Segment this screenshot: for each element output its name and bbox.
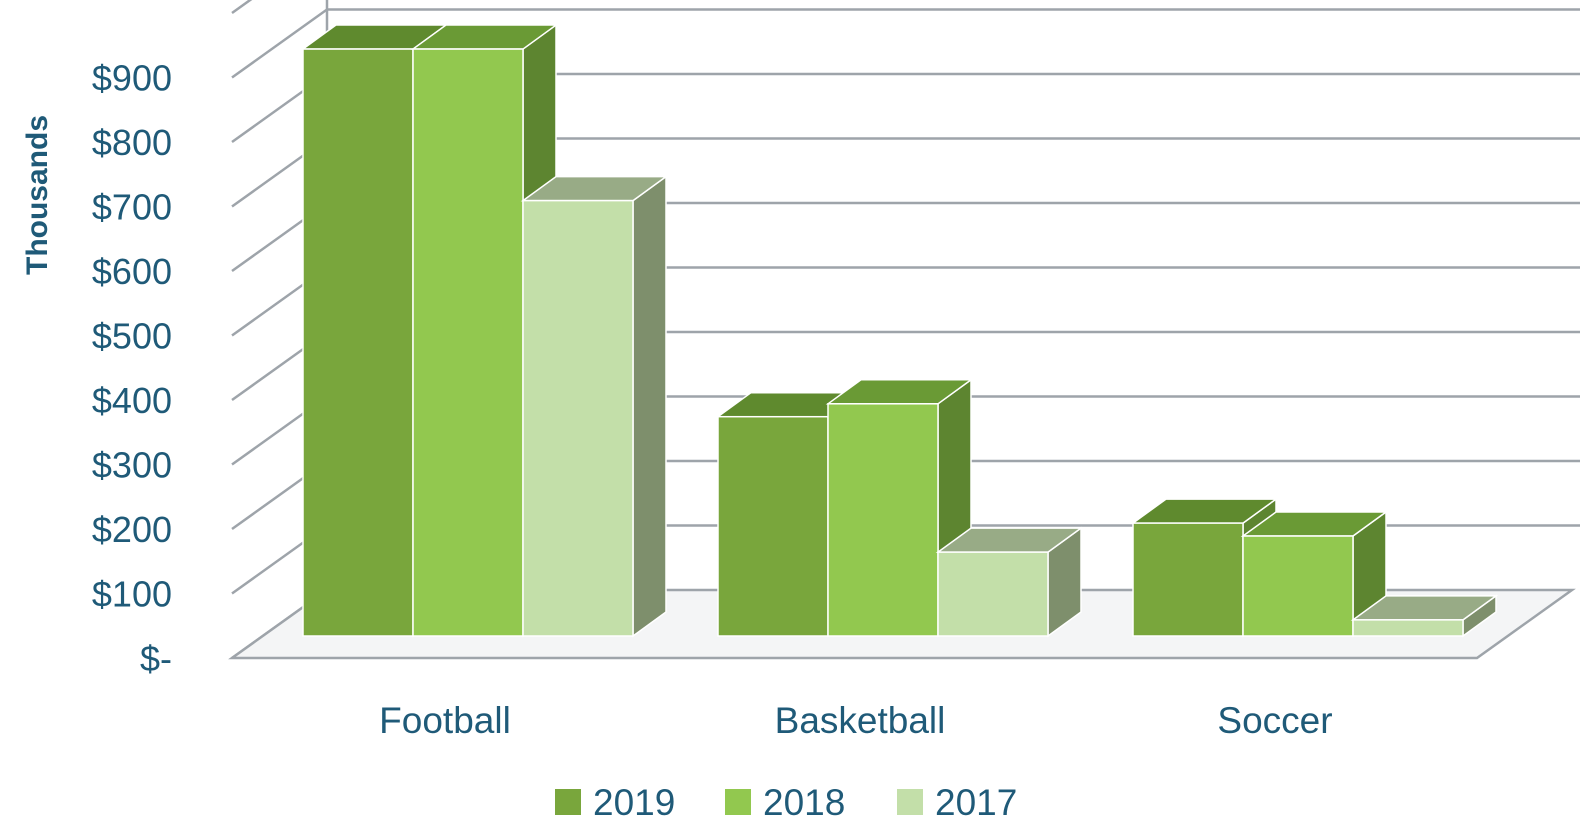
- legend-item-2018: 2018: [725, 782, 845, 823]
- y-axis-ticks: $- $100 $200 $300 $400 $500 $600 $700 $800 $900: [92, 58, 172, 680]
- y-tick-label: $600: [92, 251, 172, 292]
- legend-label: 2018: [763, 782, 845, 823]
- y-tick-label: $800: [92, 122, 172, 163]
- bar-front-face: [522, 199, 634, 637]
- legend-item-2017: 2017: [897, 782, 1017, 823]
- bar-football-2018: [410, 23, 559, 638]
- bar-football-2017: [520, 175, 669, 638]
- y-tick-label: $200: [92, 509, 172, 550]
- gridline-side: [231, 0, 253, 15]
- bar-side-face: [632, 175, 667, 638]
- bar-basketball-2017: [935, 526, 1084, 638]
- bar-front-face: [827, 403, 939, 637]
- legend-item-2019: 2019: [555, 782, 675, 823]
- y-tick-label: $900: [92, 58, 172, 99]
- bar-front-face: [302, 48, 414, 637]
- y-tick-label: $-: [140, 638, 172, 679]
- y-tick-label: $300: [92, 445, 172, 486]
- y-tick-label: $700: [92, 187, 172, 228]
- y-axis-label: Thousands: [21, 115, 54, 275]
- bars: [300, 23, 1499, 638]
- x-category-label: Football: [379, 700, 511, 741]
- bar-front-face: [412, 48, 524, 637]
- legend-swatch: [897, 789, 923, 815]
- x-category-label: Soccer: [1217, 700, 1332, 741]
- x-category-label: Basketball: [775, 700, 946, 741]
- bar-front-face: [717, 415, 829, 637]
- y-tick-label: $400: [92, 380, 172, 421]
- y-tick-label: $500: [92, 316, 172, 357]
- bar-front-face: [1132, 522, 1244, 637]
- legend-label: 2017: [935, 782, 1017, 823]
- y-tick-label: $100: [92, 574, 172, 615]
- legend: 2019 2018 2017: [555, 782, 1017, 823]
- bar-front-face: [937, 551, 1049, 637]
- legend-swatch: [725, 789, 751, 815]
- legend-swatch: [555, 789, 581, 815]
- bar-front-face: [1352, 619, 1464, 637]
- bar-soccer-2017: [1350, 594, 1499, 638]
- legend-label: 2019: [593, 782, 675, 823]
- x-axis-categories: Football Basketball Soccer: [379, 700, 1332, 741]
- gridline-side: [231, 8, 328, 79]
- bar-front-face: [1242, 535, 1354, 637]
